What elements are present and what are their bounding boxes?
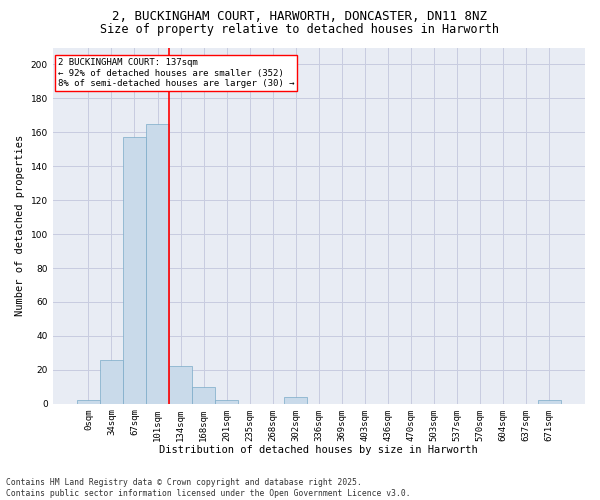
Bar xyxy=(100,360,123,404)
Text: 2 BUCKINGHAM COURT: 137sqm
← 92% of detached houses are smaller (352)
8% of semi: 2 BUCKINGHAM COURT: 137sqm ← 92% of deta… xyxy=(58,58,295,88)
Bar xyxy=(169,366,192,404)
Bar xyxy=(215,400,238,404)
Bar xyxy=(77,400,100,404)
Bar xyxy=(146,124,169,404)
Text: Size of property relative to detached houses in Harworth: Size of property relative to detached ho… xyxy=(101,22,499,36)
Text: Contains HM Land Registry data © Crown copyright and database right 2025.
Contai: Contains HM Land Registry data © Crown c… xyxy=(6,478,410,498)
Text: 2, BUCKINGHAM COURT, HARWORTH, DONCASTER, DN11 8NZ: 2, BUCKINGHAM COURT, HARWORTH, DONCASTER… xyxy=(113,10,487,23)
X-axis label: Distribution of detached houses by size in Harworth: Distribution of detached houses by size … xyxy=(160,445,478,455)
Y-axis label: Number of detached properties: Number of detached properties xyxy=(15,135,25,316)
Bar xyxy=(192,387,215,404)
Bar xyxy=(538,400,561,404)
Bar xyxy=(123,138,146,404)
Bar xyxy=(284,397,307,404)
